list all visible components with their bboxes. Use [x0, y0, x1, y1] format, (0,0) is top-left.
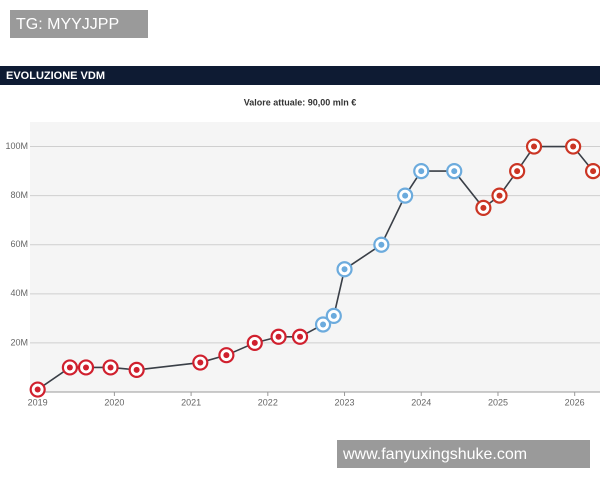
point-marker-inner [378, 241, 385, 248]
point-marker-inner [223, 352, 230, 359]
watermark: www.fanyuxingshuke.com [342, 446, 527, 463]
point-marker-inner [418, 168, 425, 175]
point-marker-inner [496, 192, 503, 199]
point-marker-inner [251, 339, 258, 346]
point-marker-inner [275, 333, 282, 340]
chart-title: EVOLUZIONE VDM [6, 70, 105, 82]
point-marker-inner [197, 359, 204, 366]
point-marker-inner [330, 312, 337, 319]
point-marker-inner [480, 204, 487, 211]
point-marker-inner [297, 333, 304, 340]
watermark-box [10, 10, 148, 38]
point-marker-inner [451, 168, 458, 175]
y-tick-label: 80M [10, 190, 28, 200]
watermark-box [337, 440, 590, 468]
y-tick-label: 60M [10, 239, 28, 249]
point-marker-inner [320, 321, 327, 328]
x-tick-label: 2022 [258, 397, 278, 407]
point-marker-inner [590, 168, 597, 175]
header-bar [0, 66, 600, 85]
x-tick-label: 2026 [565, 397, 585, 407]
point-marker-inner [66, 364, 73, 371]
y-tick-label: 20M [10, 337, 28, 347]
point-marker-inner [107, 364, 114, 371]
point-marker-inner [514, 168, 521, 175]
x-tick-label: 2020 [104, 397, 124, 407]
x-tick-label: 2021 [181, 397, 201, 407]
x-tick-label: 2023 [335, 397, 355, 407]
chart-subtitle: Valore attuale: 90,00 mln € [244, 97, 357, 107]
point-marker-inner [570, 143, 577, 150]
point-marker-inner [341, 266, 348, 273]
watermark: TG: MYYJJPP [16, 16, 119, 33]
point-marker-inner [402, 192, 409, 199]
point-marker-inner [531, 143, 538, 150]
point-marker-inner [133, 366, 140, 373]
y-tick-label: 100M [5, 141, 28, 151]
x-tick-label: 2025 [488, 397, 508, 407]
point-marker-inner [34, 386, 41, 393]
x-tick-label: 2019 [28, 397, 48, 407]
x-tick-label: 2024 [411, 397, 431, 407]
plot-area [30, 122, 600, 392]
y-tick-label: 40M [10, 288, 28, 298]
point-marker-inner [83, 364, 90, 371]
